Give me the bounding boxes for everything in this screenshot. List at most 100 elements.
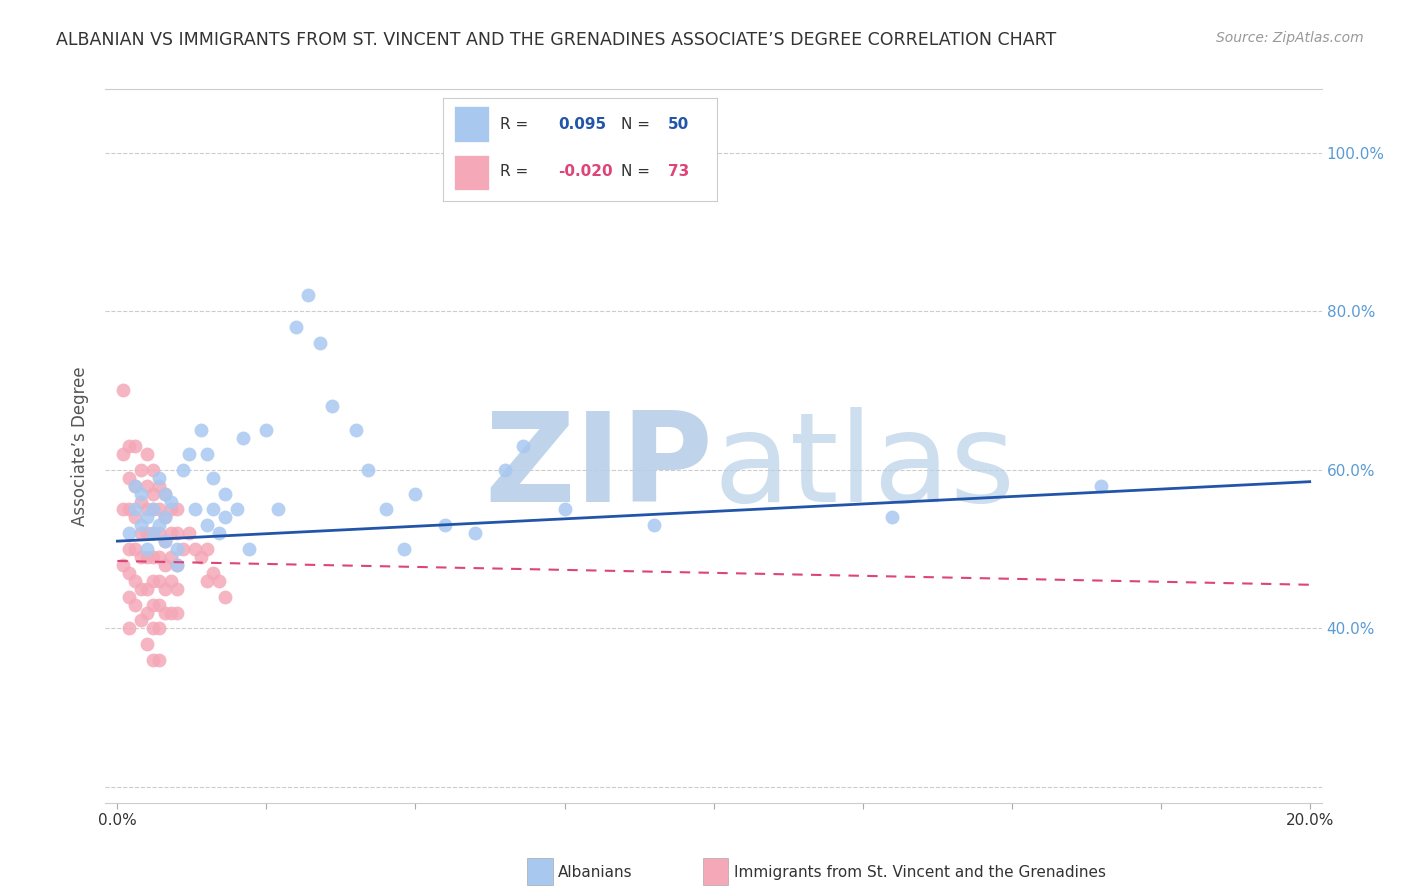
Point (136, 637, 159, 651)
Point (201, 566, 224, 580)
Point (153, 486, 176, 500)
Text: 0.095: 0.095 (558, 117, 606, 132)
Point (112, 384, 135, 398)
Point (148, 478, 170, 492)
Point (166, 542, 188, 557)
Point (153, 534, 176, 549)
Point (129, 486, 152, 500)
Text: ZIP: ZIP (485, 407, 713, 528)
Text: atlas: atlas (713, 407, 1015, 528)
Point (512, 439, 534, 453)
Point (494, 463, 516, 477)
Point (172, 463, 194, 477)
Point (142, 486, 165, 500)
Point (153, 534, 176, 549)
Point (148, 526, 170, 541)
Point (153, 510, 176, 524)
Point (148, 518, 170, 533)
Point (142, 502, 165, 516)
Point (124, 574, 146, 588)
Point (238, 542, 260, 557)
Point (166, 526, 188, 541)
Point (142, 502, 165, 516)
Point (118, 621, 141, 635)
Point (142, 463, 165, 477)
Point (136, 526, 159, 541)
Point (404, 486, 426, 500)
Point (254, 423, 277, 437)
Point (190, 549, 212, 564)
Point (166, 558, 188, 572)
Point (124, 478, 146, 492)
Point (148, 598, 170, 612)
Point (553, 502, 575, 516)
Point (195, 447, 218, 461)
Point (124, 502, 146, 516)
Point (177, 526, 200, 541)
Point (124, 598, 146, 612)
Point (160, 502, 183, 516)
Point (232, 431, 254, 445)
Point (160, 494, 183, 508)
Text: R =: R = (501, 164, 529, 179)
Point (166, 582, 188, 596)
Point (118, 542, 141, 557)
Point (166, 502, 188, 516)
Point (148, 574, 170, 588)
Point (148, 549, 170, 564)
Point (344, 423, 367, 437)
Point (118, 590, 141, 604)
Point (153, 510, 176, 524)
Point (142, 621, 165, 635)
Point (160, 549, 183, 564)
Point (148, 502, 170, 516)
Point (214, 590, 236, 604)
Point (434, 518, 457, 533)
Point (118, 502, 141, 516)
Text: R =: R = (501, 117, 529, 132)
Point (136, 447, 159, 461)
Point (129, 494, 152, 508)
Point (142, 526, 165, 541)
Point (136, 549, 159, 564)
Text: N =: N = (621, 117, 650, 132)
Point (153, 582, 176, 596)
Point (118, 526, 141, 541)
Point (118, 471, 141, 485)
Point (201, 502, 224, 516)
Point (148, 471, 170, 485)
Point (225, 502, 247, 516)
Point (160, 526, 183, 541)
Y-axis label: Associate’s Degree: Associate’s Degree (72, 367, 90, 525)
Point (136, 582, 159, 596)
Point (195, 518, 218, 533)
Point (392, 542, 415, 557)
Text: ALBANIAN VS IMMIGRANTS FROM ST. VINCENT AND THE GRENADINES ASSOCIATE’S DEGREE CO: ALBANIAN VS IMMIGRANTS FROM ST. VINCENT … (56, 31, 1056, 49)
Point (172, 542, 194, 557)
Point (1090, 478, 1112, 492)
Point (184, 502, 207, 516)
Point (129, 582, 152, 596)
Point (267, 502, 290, 516)
Text: N =: N = (621, 164, 650, 179)
Point (142, 574, 165, 588)
Text: Immigrants from St. Vincent and the Grenadines: Immigrants from St. Vincent and the Gren… (734, 865, 1107, 880)
Point (112, 558, 135, 572)
Point (177, 447, 200, 461)
Point (195, 574, 218, 588)
Point (136, 606, 159, 620)
Point (357, 463, 380, 477)
Text: 73: 73 (668, 164, 689, 179)
Point (124, 510, 146, 524)
Point (464, 526, 486, 541)
Point (129, 526, 152, 541)
Point (124, 478, 146, 492)
Point (643, 518, 665, 533)
Point (201, 471, 224, 485)
Text: 50: 50 (668, 117, 689, 132)
Point (148, 621, 170, 635)
Point (136, 502, 159, 516)
Point (142, 549, 165, 564)
Point (321, 400, 343, 414)
Point (129, 518, 152, 533)
